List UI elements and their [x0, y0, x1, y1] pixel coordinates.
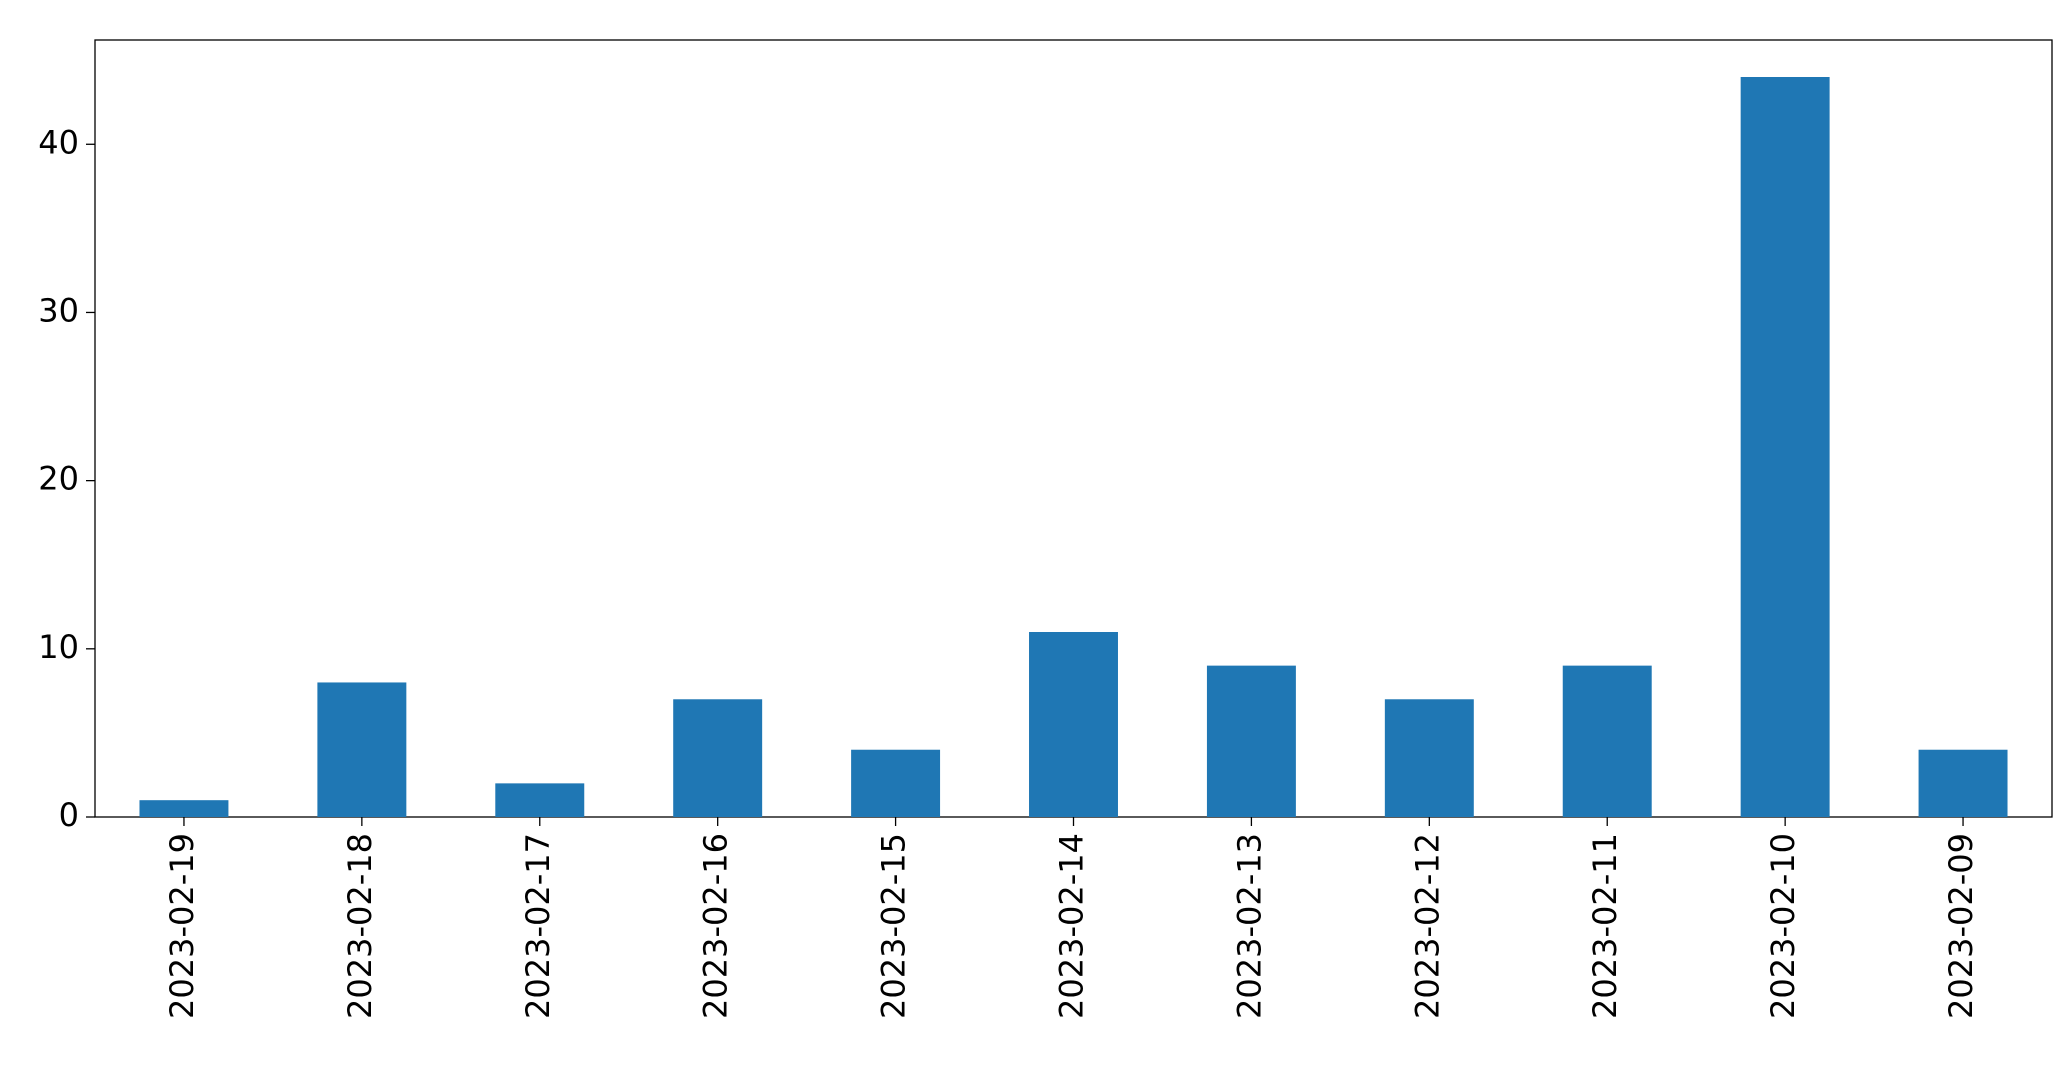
- bar: [1206, 665, 1296, 817]
- bar: [1384, 699, 1474, 817]
- x-tick-label: 2023-02-16: [697, 833, 735, 1019]
- bar: [1740, 77, 1830, 817]
- x-tick-label: 2023-02-12: [1408, 833, 1446, 1019]
- y-tick-label: 40: [38, 123, 79, 161]
- x-tick-label: 2023-02-11: [1586, 833, 1624, 1019]
- y-tick-label: 10: [38, 628, 79, 666]
- x-tick-label: 2023-02-14: [1053, 833, 1091, 1019]
- bar: [1029, 632, 1118, 817]
- x-tick-label: 2023-02-18: [341, 833, 379, 1019]
- bar: [1918, 749, 2008, 817]
- bar: [673, 699, 763, 817]
- bar: [851, 749, 941, 817]
- bar: [139, 800, 229, 817]
- y-tick-label: 30: [38, 291, 79, 329]
- x-tick-label: 2023-02-17: [519, 833, 557, 1019]
- x-tick-label: 2023-02-13: [1230, 833, 1268, 1019]
- x-tick-label: 2023-02-10: [1764, 833, 1802, 1019]
- y-tick-label: 20: [38, 460, 79, 498]
- y-tick-label: 0: [59, 796, 79, 834]
- bar: [1562, 665, 1652, 817]
- x-tick-label: 2023-02-19: [163, 833, 201, 1019]
- bar: [317, 682, 407, 817]
- x-tick-label: 2023-02-15: [875, 833, 913, 1019]
- bar: [495, 783, 585, 817]
- x-tick-label: 2023-02-09: [1942, 833, 1980, 1019]
